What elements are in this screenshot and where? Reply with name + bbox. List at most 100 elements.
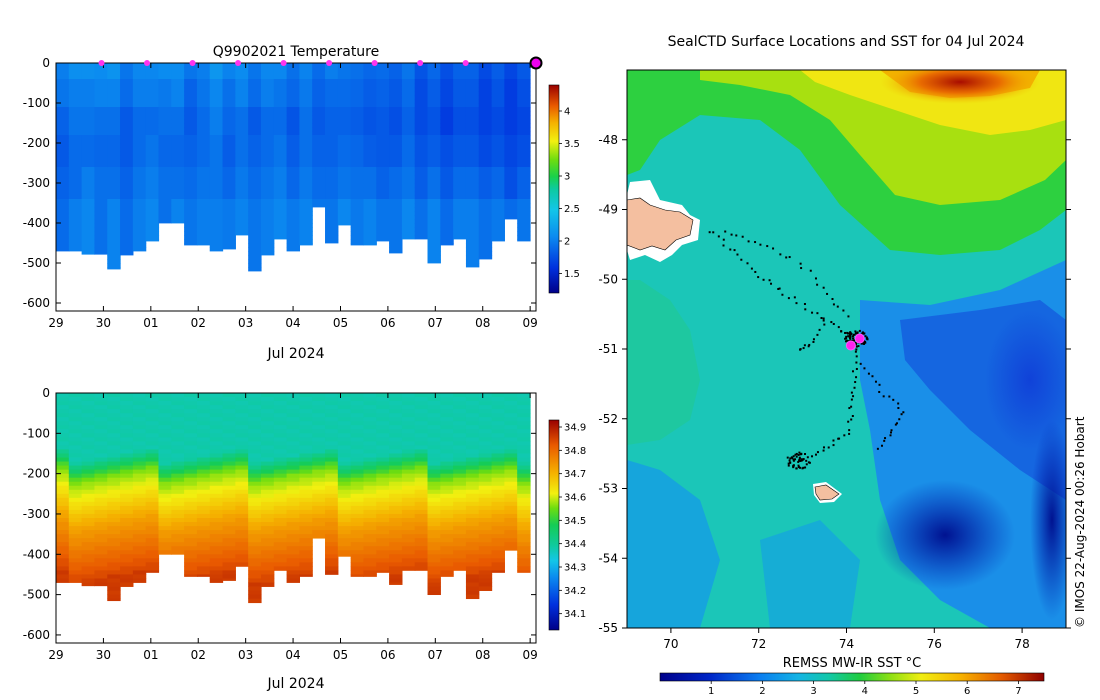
salinity-cell xyxy=(94,558,108,563)
temperature-cell xyxy=(235,207,249,212)
salinity-cell xyxy=(94,429,108,434)
temperature-cell xyxy=(427,155,441,160)
temperature-cell xyxy=(209,215,224,220)
salinity-cell xyxy=(107,574,121,579)
salinity-cell xyxy=(107,489,121,495)
temperature-cell xyxy=(184,179,198,184)
temperature-cell xyxy=(401,131,416,136)
temperature-cell xyxy=(453,87,467,92)
salinity-cell xyxy=(171,449,185,454)
seal-track-point xyxy=(712,231,715,234)
salinity-cell xyxy=(132,509,147,515)
salinity-cell xyxy=(56,570,70,575)
salinity-cell xyxy=(350,397,365,402)
temperature-cell xyxy=(491,199,505,204)
salinity-cell xyxy=(491,437,505,442)
temperature-cell xyxy=(517,211,531,216)
salinity-cell xyxy=(491,493,505,499)
temperature-cell xyxy=(337,79,352,84)
salinity-cell xyxy=(132,566,147,571)
temperature-cell xyxy=(248,123,262,128)
salinity-cell xyxy=(145,505,160,511)
seal-track-point xyxy=(847,420,850,423)
temperature-cell xyxy=(478,203,493,208)
seal-cluster-point xyxy=(854,330,857,333)
salinity-cell xyxy=(478,558,493,563)
salinity-cell xyxy=(453,421,467,426)
seal-track-point xyxy=(852,395,855,398)
salinity-cell xyxy=(107,598,121,602)
salinity-cell xyxy=(427,429,441,434)
temperature-cell xyxy=(465,187,480,192)
salinity-cell xyxy=(337,501,352,507)
salinity-cell xyxy=(337,513,352,519)
salinity-cell xyxy=(273,513,288,519)
temperature-cell xyxy=(107,239,121,244)
temperature-cell xyxy=(107,107,121,112)
temperature-cell xyxy=(491,127,505,132)
seal-cluster-point xyxy=(805,459,808,462)
salinity-cell xyxy=(56,469,70,475)
salinity-cell xyxy=(286,437,301,442)
salinity-cell xyxy=(235,465,249,471)
salinity-cell xyxy=(517,405,531,410)
seal-track-point xyxy=(883,439,886,442)
temperature-cell xyxy=(94,247,108,252)
salinity-cell xyxy=(427,481,441,487)
salinity-cell xyxy=(235,453,249,458)
temperature-cell xyxy=(68,155,83,160)
salinity-cell xyxy=(401,558,416,563)
salinity-cell xyxy=(389,550,403,555)
x-tick-label: 29 xyxy=(48,316,63,330)
temperature-cell xyxy=(209,219,224,224)
salinity-cell xyxy=(260,413,275,418)
temperature-cell xyxy=(107,79,121,84)
temperature-cell xyxy=(389,247,403,252)
temperature-cell xyxy=(401,223,416,228)
salinity-cell xyxy=(196,574,211,577)
lon-tick-label: 70 xyxy=(663,637,678,651)
salinity-cell xyxy=(171,542,185,547)
seal-cluster-point xyxy=(797,460,800,463)
temperature-cell xyxy=(94,139,108,144)
seal-cluster-point xyxy=(864,335,867,338)
salinity-cell xyxy=(350,489,365,495)
temperature-cell xyxy=(491,195,505,200)
salinity-cell xyxy=(94,505,108,511)
temperature-cell xyxy=(363,223,377,228)
temperature-cell xyxy=(196,111,211,116)
temperature-cell xyxy=(401,207,416,212)
temperature-cell xyxy=(132,87,147,92)
salinity-cell xyxy=(68,405,83,410)
salinity-cell xyxy=(414,469,429,475)
temperature-cell xyxy=(389,251,403,254)
salinity-cell xyxy=(478,534,493,539)
temperature-cell xyxy=(171,187,185,192)
temperature-cell xyxy=(401,71,416,76)
temperature-cell xyxy=(376,119,390,124)
x-tick-label: 01 xyxy=(143,648,158,662)
salinity-cell xyxy=(107,558,121,563)
salinity-cell xyxy=(196,441,211,446)
temperature-cell xyxy=(504,71,518,76)
salinity-cell xyxy=(158,493,172,499)
temperature-cell xyxy=(453,159,467,164)
temperature-cell xyxy=(196,135,211,140)
temperature-cell xyxy=(453,199,467,204)
temperature-cell xyxy=(453,139,467,144)
temperature-cell xyxy=(184,151,198,156)
salinity-cell xyxy=(440,513,454,519)
salinity-cell xyxy=(440,393,454,398)
salinity-cell xyxy=(132,441,147,446)
salinity-cell xyxy=(376,409,390,414)
salinity-cell xyxy=(453,562,467,567)
temperature-cell xyxy=(478,211,493,216)
salinity-cell xyxy=(427,445,441,450)
temperature-cell xyxy=(248,167,262,172)
salinity-cell xyxy=(427,570,441,575)
salinity-cell xyxy=(56,421,70,426)
salinity-cell xyxy=(145,449,160,454)
heard-island xyxy=(814,484,840,501)
salinity-cell xyxy=(235,437,249,442)
temperature-cell xyxy=(504,119,518,124)
